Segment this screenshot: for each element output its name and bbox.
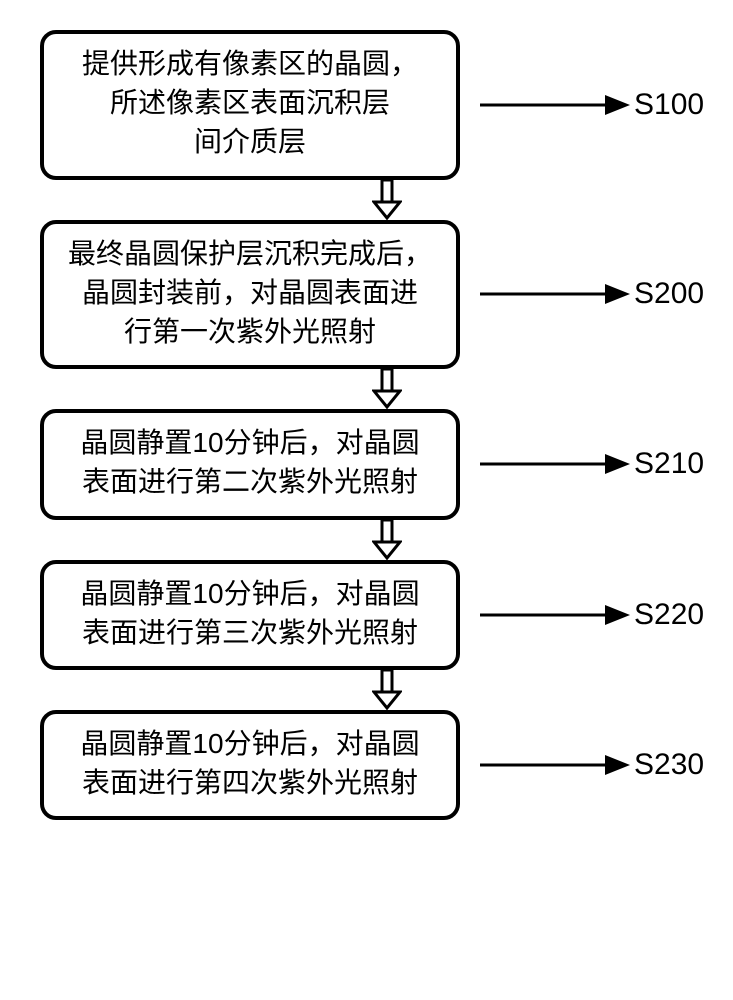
arrow-down-icon [177, 520, 597, 560]
step-text: 晶圆封装前，对晶圆表面进 [82, 277, 418, 308]
step-text: 表面进行第二次紫外光照射 [82, 466, 418, 497]
step-label: S210 [634, 447, 704, 481]
step-box-s200: 最终晶圆保护层沉积完成后， 晶圆封装前，对晶圆表面进 行第一次紫外光照射 [40, 220, 460, 370]
step-label: S220 [634, 598, 704, 632]
step-text: 行第一次紫外光照射 [124, 316, 376, 347]
step-label: S230 [634, 748, 704, 782]
step-box-s100: 提供形成有像素区的晶圆， 所述像素区表面沉积层 间介质层 [40, 30, 460, 180]
arrow-down-icon [177, 369, 597, 409]
step-text: 晶圆静置10分钟后，对晶圆 [80, 578, 419, 609]
arrow-right-icon [480, 274, 630, 314]
step-text: 晶圆静置10分钟后，对晶圆 [80, 728, 419, 759]
step-row: 晶圆静置10分钟后，对晶圆 表面进行第二次紫外光照射 S210 [40, 409, 733, 519]
arrow-right-icon [480, 595, 630, 635]
step-row: 晶圆静置10分钟后，对晶圆 表面进行第三次紫外光照射 S220 [40, 560, 733, 670]
arrow-right-icon [480, 85, 630, 125]
step-label: S100 [634, 88, 704, 122]
step-box-s220: 晶圆静置10分钟后，对晶圆 表面进行第三次紫外光照射 [40, 560, 460, 670]
flowchart: 提供形成有像素区的晶圆， 所述像素区表面沉积层 间介质层 S100 最终晶圆保护… [20, 30, 713, 820]
step-text: 表面进行第三次紫外光照射 [82, 617, 418, 648]
arrow-right-icon [480, 444, 630, 484]
step-text: 所述像素区表面沉积层 [110, 87, 390, 118]
step-text: 提供形成有像素区的晶圆， [82, 48, 418, 79]
step-row: 提供形成有像素区的晶圆， 所述像素区表面沉积层 间介质层 S100 [40, 30, 733, 180]
arrow-down-icon [177, 180, 597, 220]
arrow-right-icon [480, 745, 630, 785]
step-text: 晶圆静置10分钟后，对晶圆 [80, 427, 419, 458]
step-text: 间介质层 [194, 126, 306, 157]
step-box-s210: 晶圆静置10分钟后，对晶圆 表面进行第二次紫外光照射 [40, 409, 460, 519]
step-text: 表面进行第四次紫外光照射 [82, 767, 418, 798]
step-text: 最终晶圆保护层沉积完成后， [68, 238, 432, 269]
step-row: 晶圆静置10分钟后，对晶圆 表面进行第四次紫外光照射 S230 [40, 710, 733, 820]
step-row: 最终晶圆保护层沉积完成后， 晶圆封装前，对晶圆表面进 行第一次紫外光照射 S20… [40, 220, 733, 370]
step-label: S200 [634, 277, 704, 311]
step-box-s230: 晶圆静置10分钟后，对晶圆 表面进行第四次紫外光照射 [40, 710, 460, 820]
arrow-down-icon [177, 670, 597, 710]
